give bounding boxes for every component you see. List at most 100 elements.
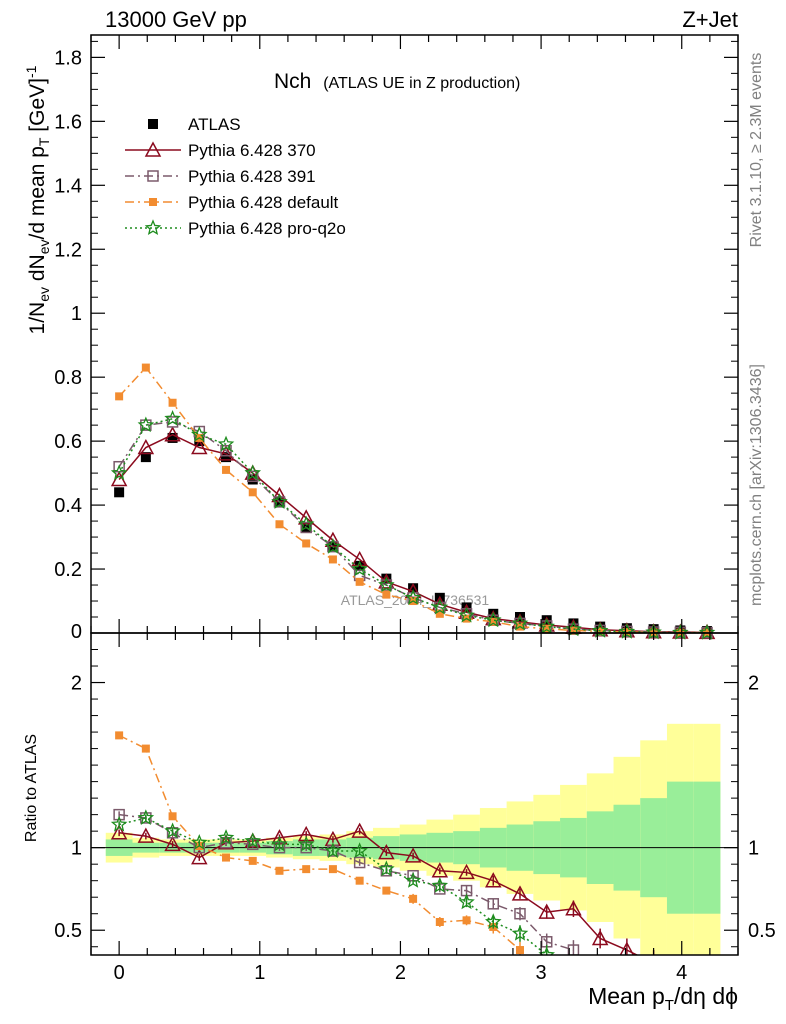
ratio-point-pythia-6-428-pro-q2o xyxy=(378,860,395,877)
ratio-point-pythia-6-428-370 xyxy=(565,900,582,916)
ratio-point-pythia-6-428-370 xyxy=(458,863,475,880)
main-point-pythia-6-428-pro-q2o xyxy=(351,560,368,577)
main-point-pythia-6-428-pro-q2o xyxy=(672,623,689,640)
axes-frame xyxy=(90,34,739,956)
main-point-pythia-6-428-370 xyxy=(351,550,368,567)
ratio-point-pythia-6-428-391 xyxy=(166,827,179,839)
ratio-point-pythia-6-428-370 xyxy=(591,929,609,946)
ratio-point-pythia-6-428-default xyxy=(302,865,311,874)
plot-title: Nch (ATLAS UE in Z production) xyxy=(274,70,520,93)
ratio-point-pythia-6-428-default xyxy=(382,886,391,895)
ratio-point-pythia-6-428-pro-q2o xyxy=(351,842,368,858)
main-point-pythia-6-428-370 xyxy=(324,531,342,548)
main-point-pythia-6-428-default xyxy=(222,465,231,474)
ratio-y-axis-label: Ratio to ATLAS xyxy=(23,734,40,842)
main-point-pythia-6-428-default xyxy=(622,628,631,637)
ratio-point-pythia-6-428-default xyxy=(248,856,257,865)
main-point-pythia-6-428-pro-q2o xyxy=(217,435,235,452)
ratio-point-pythia-6-428-default xyxy=(462,916,471,925)
main-point-atlas xyxy=(595,621,606,632)
main-point-pythia-6-428-pro-q2o xyxy=(191,426,208,442)
ratio-point-pythia-6-428-370 xyxy=(297,825,315,842)
main-point-pythia-6-428-370 xyxy=(164,426,181,442)
main-point-pythia-6-428-default xyxy=(141,363,150,372)
ratio-point-pythia-6-428-pro-q2o xyxy=(458,893,475,910)
main-point-pythia-6-428-pro-q2o xyxy=(404,589,422,605)
ratio-point-pythia-6-428-391 xyxy=(514,907,526,920)
ratio-point-pythia-6-428-pro-q2o xyxy=(217,829,235,845)
process-label: Z+Jet xyxy=(682,7,738,32)
main-point-pythia-6-428-default xyxy=(569,626,578,635)
plot-title-main: Nch xyxy=(274,70,311,93)
legend-marker-atlas xyxy=(148,119,158,129)
main-y-axis-label: 1/Nev dNev/d mean pT [GeV]-1 xyxy=(23,65,52,334)
main-y-tick-label: 1.6 xyxy=(54,111,82,133)
ratio-point-pythia-6-428-391 xyxy=(567,944,580,955)
main-point-atlas xyxy=(221,452,232,463)
ratio-point-pythia-6-428-pro-q2o xyxy=(110,815,128,832)
main-point-pythia-6-428-pro-q2o xyxy=(458,606,475,623)
ratio-point-pythia-6-428-default xyxy=(328,865,337,874)
ratio-point-pythia-6-428-391 xyxy=(113,808,125,821)
ratio-y-tick-label-right: 0.5 xyxy=(748,920,776,942)
main-point-pythia-6-428-default xyxy=(435,609,444,618)
main-point-pythia-6-428-pro-q2o xyxy=(431,598,449,615)
ratio-point-pythia-6-428-default xyxy=(435,917,444,926)
ratio-point-pythia-6-428-pro-q2o xyxy=(297,835,315,852)
main-y-tick-label: 0.2 xyxy=(54,559,82,581)
main-point-pythia-6-428-pro-q2o xyxy=(164,410,181,426)
legend-marker-pythia-6-428-pro-q2o xyxy=(144,219,162,236)
ratio-line-pythia-6-428-default xyxy=(118,734,521,951)
main-y-tick-label: 1.8 xyxy=(54,47,82,69)
mcplots-label: mcplots.cern.ch [arXiv:1306.3436] xyxy=(748,364,765,606)
main-point-pythia-6-428-pro-q2o xyxy=(244,464,262,481)
main-point-pythia-6-428-370 xyxy=(217,445,235,461)
main-point-pythia-6-428-default xyxy=(302,539,311,548)
ratio-point-pythia-6-428-default xyxy=(141,744,150,753)
main-point-pythia-6-428-370 xyxy=(137,438,155,455)
main-point-pythia-6-428-pro-q2o xyxy=(324,537,342,554)
main-y-tick-label: 1 xyxy=(71,303,82,325)
x-tick-label: 2 xyxy=(395,962,406,984)
main-point-pythia-6-428-default xyxy=(542,624,551,633)
main-point-atlas xyxy=(167,432,178,443)
legend-marker-pythia-6-428-391 xyxy=(147,170,159,182)
main-point-pythia-6-428-default xyxy=(275,520,284,529)
main-point-pythia-6-428-pro-q2o xyxy=(511,614,529,631)
main-point-pythia-6-428-default xyxy=(328,555,337,564)
main-point-pythia-6-428-pro-q2o xyxy=(591,622,609,638)
rivet-label: Rivet 3.1.10, ≥ 2.3M events xyxy=(748,53,765,248)
ratio-y-tick-label-left: 0.5 xyxy=(54,920,82,942)
main-point-pythia-6-428-pro-q2o xyxy=(110,464,128,481)
ratio-y-tick-label-right: 2 xyxy=(748,673,759,695)
ratio-point-pythia-6-428-pro-q2o xyxy=(511,924,529,941)
x-tick-label: 4 xyxy=(676,962,687,984)
ratio-point-pythia-6-428-default xyxy=(355,876,364,885)
main-y-zero-label: 0 xyxy=(71,621,82,643)
main-point-pythia-6-428-370 xyxy=(244,464,262,480)
main-y-tick-label: 1.4 xyxy=(54,175,82,197)
ratio-point-pythia-6-428-370 xyxy=(191,848,208,865)
ratio-point-pythia-6-428-default xyxy=(409,894,418,903)
ratio-point-pythia-6-428-370 xyxy=(378,844,395,860)
main-point-pythia-6-428-default xyxy=(382,590,391,599)
ratio-point-pythia-6-428-370 xyxy=(164,835,181,852)
energy-label: 13000 GeV pp xyxy=(105,7,247,32)
ratio-point-pythia-6-428-pro-q2o xyxy=(485,913,502,930)
ratio-point-pythia-6-428-370 xyxy=(404,847,422,863)
ratio-point-pythia-6-428-370 xyxy=(351,822,368,838)
x-tick-label: 1 xyxy=(254,962,265,984)
axis-ticks: 0.2 0.4 0.6 0.8 1 1.2 1.4 1.6 1.8 0 0.5 0.5 1 1 2 2 0 1 2 3… xyxy=(54,35,776,984)
ratio-point-pythia-6-428-391 xyxy=(353,856,366,869)
main-point-pythia-6-428-default xyxy=(489,617,498,626)
ratio-point-pythia-6-428-370 xyxy=(511,885,529,901)
legend: ATLAS Pythia 6.428 370 Pythia 6.428 391 Pyt… xyxy=(125,115,346,238)
legend-label-pythia-6-428-370: Pythia 6.428 370 xyxy=(188,141,316,160)
ratio-point-pythia-6-428-370 xyxy=(538,903,555,919)
x-tick-label: 0 xyxy=(114,962,125,984)
ratio-point-pythia-6-428-pro-q2o xyxy=(431,876,449,893)
plot-title-sub: (ATLAS UE in Z production) xyxy=(323,75,520,92)
ratio-point-pythia-6-428-370 xyxy=(110,824,128,840)
ratio-point-pythia-6-428-370 xyxy=(653,954,654,955)
ratio-point-pythia-6-428-default xyxy=(168,812,177,821)
